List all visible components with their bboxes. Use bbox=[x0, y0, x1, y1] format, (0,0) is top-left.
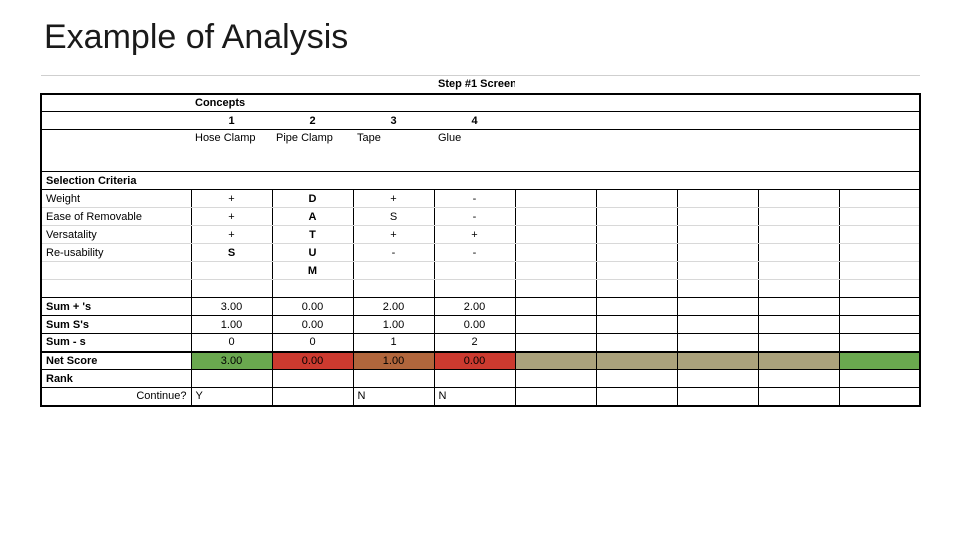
continue-val bbox=[272, 388, 353, 406]
criteria-val: - bbox=[434, 190, 515, 208]
col-num: 4 bbox=[434, 112, 515, 130]
criteria-val: M bbox=[272, 262, 353, 280]
analysis-table: Step #1 Screening Concepts 1 2 3 4 Hose … bbox=[40, 75, 921, 407]
criteria-label: Versatality bbox=[41, 226, 191, 244]
sum-minus-label: Sum - s bbox=[41, 334, 191, 352]
rank-label: Rank bbox=[41, 370, 191, 388]
col-name: Hose Clamp bbox=[191, 130, 272, 172]
net-score-label: Net Score bbox=[41, 352, 191, 370]
sum-plus: 2.00 bbox=[434, 298, 515, 316]
sum-plus: 2.00 bbox=[353, 298, 434, 316]
net-score bbox=[677, 352, 758, 370]
criteria-val: D bbox=[272, 190, 353, 208]
criteria-val: A bbox=[272, 208, 353, 226]
continue-val: N bbox=[434, 388, 515, 406]
criteria-val: - bbox=[434, 208, 515, 226]
selection-criteria-label: Selection Criteria bbox=[41, 172, 191, 190]
net-score: 1.00 bbox=[353, 352, 434, 370]
sum-plus-label: Sum + 's bbox=[41, 298, 191, 316]
criteria-val: S bbox=[353, 208, 434, 226]
criteria-label: Ease of Removable bbox=[41, 208, 191, 226]
criteria-val: + bbox=[191, 190, 272, 208]
net-score bbox=[839, 352, 920, 370]
sum-minus: 1 bbox=[353, 334, 434, 352]
net-score bbox=[596, 352, 677, 370]
continue-label: Continue? bbox=[41, 388, 191, 406]
criteria-val: S bbox=[191, 244, 272, 262]
col-num: 1 bbox=[191, 112, 272, 130]
net-score: 0.00 bbox=[272, 352, 353, 370]
sum-minus: 2 bbox=[434, 334, 515, 352]
sum-minus: 0 bbox=[272, 334, 353, 352]
criteria-val: + bbox=[353, 226, 434, 244]
col-name: Tape bbox=[353, 130, 434, 172]
criteria-val: - bbox=[353, 244, 434, 262]
col-name: Pipe Clamp bbox=[272, 130, 353, 172]
net-score: 0.00 bbox=[434, 352, 515, 370]
continue-val: Y bbox=[191, 388, 272, 406]
page-title: Example of Analysis bbox=[44, 18, 920, 57]
step-header: Step #1 Screening bbox=[434, 76, 515, 94]
sum-s: 1.00 bbox=[191, 316, 272, 334]
col-name: Glue bbox=[434, 130, 515, 172]
criteria-label: Weight bbox=[41, 190, 191, 208]
sum-s-label: Sum S's bbox=[41, 316, 191, 334]
criteria-val: + bbox=[434, 226, 515, 244]
criteria-val: + bbox=[191, 208, 272, 226]
sum-minus: 0 bbox=[191, 334, 272, 352]
net-score: 3.00 bbox=[191, 352, 272, 370]
sum-s: 1.00 bbox=[353, 316, 434, 334]
criteria-label: Re-usability bbox=[41, 244, 191, 262]
sum-s: 0.00 bbox=[272, 316, 353, 334]
concepts-label: Concepts bbox=[191, 94, 272, 112]
col-num: 3 bbox=[353, 112, 434, 130]
continue-val: N bbox=[353, 388, 434, 406]
net-score bbox=[515, 352, 596, 370]
sum-s: 0.00 bbox=[434, 316, 515, 334]
net-score bbox=[758, 352, 839, 370]
col-num: 2 bbox=[272, 112, 353, 130]
criteria-val: + bbox=[191, 226, 272, 244]
criteria-val: U bbox=[272, 244, 353, 262]
criteria-val: - bbox=[434, 244, 515, 262]
sum-plus: 3.00 bbox=[191, 298, 272, 316]
criteria-val: + bbox=[353, 190, 434, 208]
sum-plus: 0.00 bbox=[272, 298, 353, 316]
criteria-val: T bbox=[272, 226, 353, 244]
